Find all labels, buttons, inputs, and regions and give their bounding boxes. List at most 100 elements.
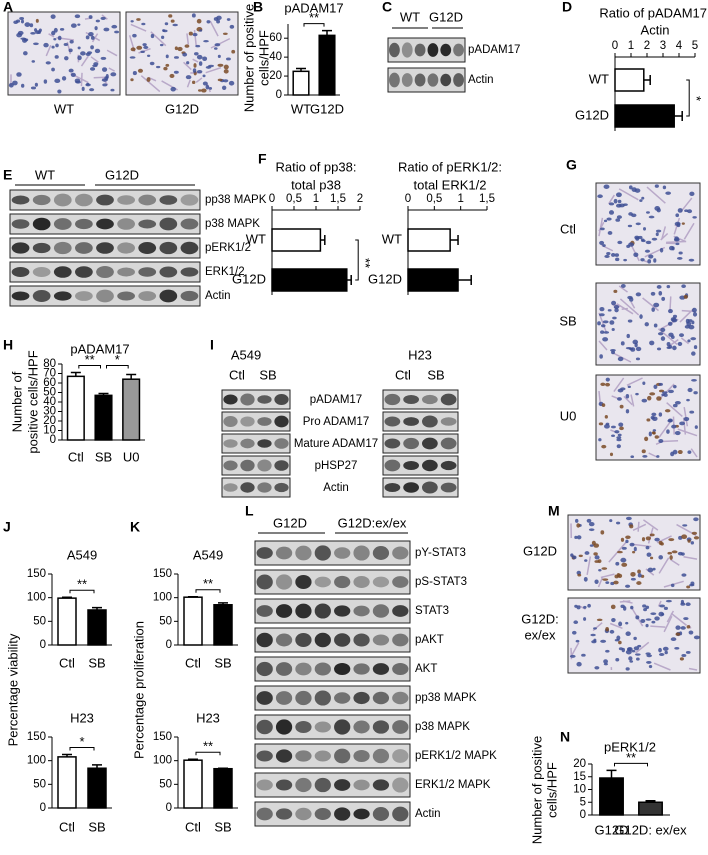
blot-group: G12D:ex/ex [338, 515, 407, 530]
cell-nucleus [660, 248, 663, 253]
cell-nucleus [106, 74, 109, 79]
blot-band [257, 574, 273, 589]
cell-nucleus [605, 383, 610, 387]
cell-nucleus [102, 67, 107, 72]
blot-band [257, 547, 273, 559]
cell-nucleus [673, 450, 678, 455]
cell-nucleus [687, 450, 691, 454]
blot-band [223, 395, 237, 405]
cell-nucleus [618, 200, 622, 203]
blot-group: G12D [429, 9, 463, 24]
blot-band [12, 196, 30, 205]
cell-nucleus [576, 662, 581, 667]
cell-nucleus [626, 394, 630, 399]
y-tick-label: WT [246, 231, 266, 246]
blot-band [428, 43, 439, 57]
y-tick-label: 0 [166, 802, 172, 814]
cell-nucleus [136, 18, 141, 21]
blot-band [334, 807, 350, 820]
y-tick-label: 0 [40, 802, 46, 814]
blot-band [138, 267, 156, 277]
blot-band [392, 749, 408, 763]
blot-group: G12D [105, 167, 139, 182]
cell-nucleus [618, 622, 622, 627]
y-axis-label: Number of positive [241, 4, 256, 112]
cell-nucleus [691, 379, 697, 382]
cell-nucleus [676, 633, 681, 636]
y-axis-label: Number of positive [529, 736, 544, 844]
y-tick-label: 100 [27, 755, 46, 767]
blot-band [415, 44, 426, 57]
x-tick-label: SB [88, 655, 105, 670]
cell-nucleus [689, 192, 694, 196]
blot-band [392, 605, 408, 617]
cell-nucleus [193, 33, 198, 36]
x-tick-label: 0,5 [286, 193, 302, 205]
blot-band [334, 779, 350, 791]
cell-nucleus [664, 651, 667, 655]
panel-letter: J [3, 519, 11, 535]
chart-title: H23 [196, 710, 220, 725]
cell-nucleus [610, 453, 613, 456]
cell-nucleus [141, 23, 145, 26]
cell-nucleus [572, 555, 576, 559]
cell-nucleus [667, 285, 671, 288]
lane-label: Ctl [395, 367, 411, 382]
blot-band [54, 266, 72, 278]
x-tick-label: 4 [676, 40, 683, 52]
chart-title: Ratio of pp38: [276, 159, 357, 174]
cell-nucleus [682, 524, 687, 526]
cell-nucleus [114, 31, 119, 34]
tissue-septum [622, 309, 628, 310]
cell-nucleus [617, 215, 622, 219]
cell-nucleus [646, 546, 650, 550]
blot-band [422, 415, 438, 427]
cell-nucleus [594, 666, 599, 669]
blot-band [315, 603, 331, 618]
blot-band [257, 459, 271, 471]
cell-nucleus [621, 563, 627, 567]
bar [88, 610, 106, 645]
cell-nucleus [161, 36, 164, 39]
blot-band [353, 606, 369, 617]
cell-nucleus [631, 578, 636, 581]
blot-band [257, 808, 273, 821]
blot-band [33, 267, 51, 277]
bar [214, 605, 232, 645]
chart-title: total ERK1/2 [414, 177, 487, 192]
blot-band [240, 394, 254, 406]
cell-nucleus [668, 538, 674, 541]
blot-band [33, 243, 51, 253]
cell-nucleus [206, 85, 210, 90]
blot-band [295, 663, 311, 676]
cell-nucleus [230, 25, 235, 29]
cell-nucleus [668, 322, 673, 326]
cell-nucleus [691, 351, 695, 355]
cell-nucleus [623, 606, 626, 611]
cell-nucleus [632, 551, 635, 554]
cell-nucleus [169, 74, 174, 78]
blot-band [403, 417, 419, 426]
cell-nucleus [216, 16, 222, 20]
cell-nucleus [223, 79, 228, 82]
cell-nucleus [680, 626, 685, 630]
significance-label: ** [358, 258, 373, 268]
blot-band [75, 266, 93, 278]
cell-nucleus [611, 618, 616, 622]
bar [95, 395, 112, 440]
cell-nucleus [617, 397, 622, 401]
cell-nucleus [605, 581, 609, 584]
blot-band [385, 460, 401, 472]
panel-letter: I [210, 337, 214, 353]
blot-band [159, 267, 177, 278]
blot-band [403, 438, 419, 449]
blot-band [295, 778, 311, 792]
blot-band [276, 604, 292, 618]
cell-nucleus [197, 19, 202, 24]
cell-nucleus [194, 52, 199, 55]
cell-nucleus [168, 14, 172, 17]
cell-nucleus [634, 236, 639, 240]
y-tick-label: 50 [33, 615, 46, 627]
cell-nucleus [224, 69, 229, 73]
cell-nucleus [581, 654, 586, 657]
